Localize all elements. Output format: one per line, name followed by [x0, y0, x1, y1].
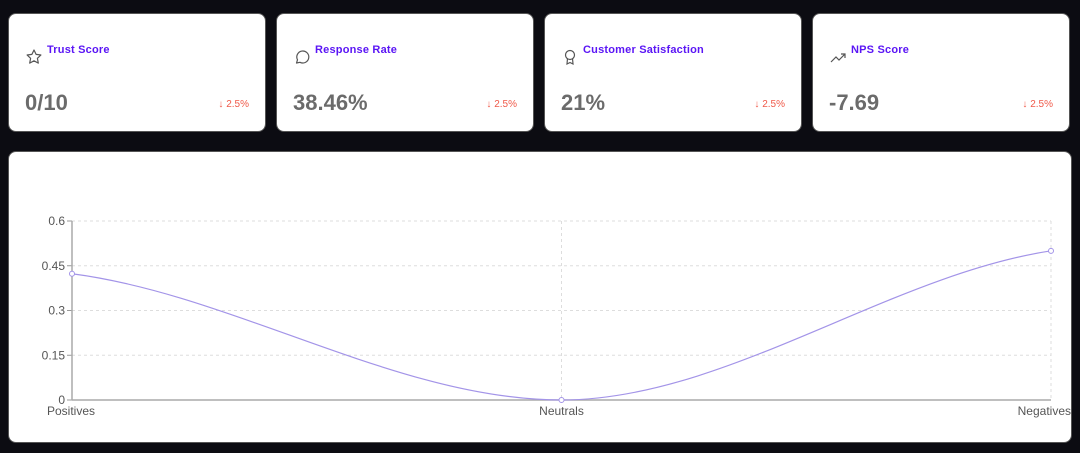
- kpi-title: NPS Score: [851, 44, 910, 56]
- sentiment-line-chart: 0 0.15 0.3 0.45 0.6 Positives Neutrals Negative…: [42, 214, 1071, 418]
- kpi-value: -7.69: [829, 90, 880, 115]
- x-tick-label: Negatives: [1018, 404, 1071, 418]
- arrow-down-icon: ↓: [218, 99, 224, 110]
- arrow-down-icon: ↓: [486, 99, 492, 110]
- kpi-card-nps-score: NPS Score -7.69 ↓ 2.5%: [812, 13, 1070, 132]
- y-tick-label: 0.15: [42, 348, 66, 362]
- kpi-title: Trust Score: [47, 44, 110, 56]
- kpi-card-response-rate: Response Rate 38.46% ↓ 2.5%: [276, 13, 534, 132]
- x-tick-label: Positives: [47, 404, 95, 418]
- y-tick-label: 0: [58, 393, 65, 407]
- kpi-delta: ↓ 2.5%: [486, 99, 517, 110]
- x-tick-label: Neutrals: [539, 404, 584, 418]
- kpi-card-trust-score: Trust Score 0/10 ↓ 2.5%: [8, 13, 266, 132]
- y-tick-label: 0.6: [48, 214, 65, 228]
- kpi-delta: ↓ 2.5%: [218, 99, 249, 110]
- arrow-down-icon: ↓: [754, 99, 760, 110]
- data-point: [558, 397, 565, 403]
- kpi-value: 38.46%: [293, 90, 368, 115]
- kpi-card-customer-satisfaction: Customer Satisfaction 21% ↓ 2.5%: [544, 13, 802, 132]
- kpi-delta: ↓ 2.5%: [1022, 99, 1053, 110]
- star-icon: [26, 49, 42, 64]
- award-icon: [564, 49, 576, 66]
- sentiment-chart-panel: 0 0.15 0.3 0.45 0.6 Positives Neutrals Negative…: [8, 151, 1072, 443]
- kpi-title: Response Rate: [315, 44, 398, 56]
- message-circle-icon: [295, 50, 310, 64]
- data-point: [69, 270, 75, 277]
- trending-up-icon: [830, 53, 846, 63]
- kpi-delta: ↓ 2.5%: [754, 99, 785, 110]
- kpi-value: 21%: [561, 90, 606, 115]
- y-tick-label: 0.3: [48, 304, 65, 318]
- kpi-value: 0/10: [25, 90, 68, 115]
- kpi-title: Customer Satisfaction: [583, 44, 704, 56]
- y-tick-label: 0.45: [42, 259, 66, 273]
- data-point: [1048, 247, 1054, 254]
- arrow-down-icon: ↓: [1022, 99, 1028, 110]
